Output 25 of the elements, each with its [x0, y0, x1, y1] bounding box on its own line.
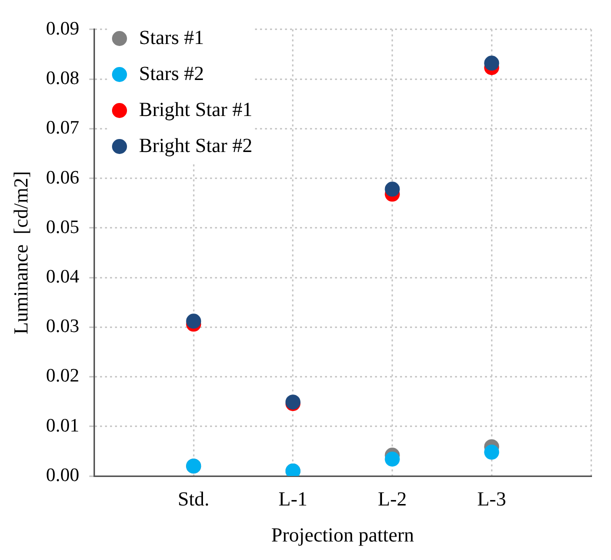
legend-label: Stars #2: [139, 62, 204, 86]
y-tick-label: 0.02: [46, 366, 80, 387]
y-tick-label: 0.05: [46, 216, 80, 238]
y-tick-label: 0.00: [46, 464, 80, 486]
point: [384, 182, 400, 197]
legend-label: Stars #1: [139, 26, 204, 50]
x-tick-label: L-2: [378, 488, 407, 510]
y-tick-label: 0.07: [46, 118, 80, 139]
y-tick-label: 0.09: [46, 18, 80, 40]
y-tick-label: 0.03: [46, 316, 80, 338]
legend-label: Bright Star #2: [139, 134, 252, 158]
y-tick-label: 0.06: [46, 167, 80, 188]
y-tick-label: 0.01: [46, 415, 80, 436]
x-axis-title: Projection pattern: [271, 524, 414, 546]
x-tick-label: Std.: [178, 488, 210, 510]
x-tick-label: L-3: [477, 488, 506, 510]
y-tick-label: 0.04: [46, 266, 80, 288]
point: [186, 314, 202, 329]
point: [484, 444, 500, 460]
legend-label: Bright Star #1: [139, 98, 252, 122]
y-tick-label: 0.08: [46, 68, 80, 90]
point: [384, 452, 400, 467]
x-tick-label: L-1: [278, 488, 308, 510]
point: [484, 56, 500, 71]
y-axis-title: Luminance [cd/m2]: [10, 171, 32, 334]
